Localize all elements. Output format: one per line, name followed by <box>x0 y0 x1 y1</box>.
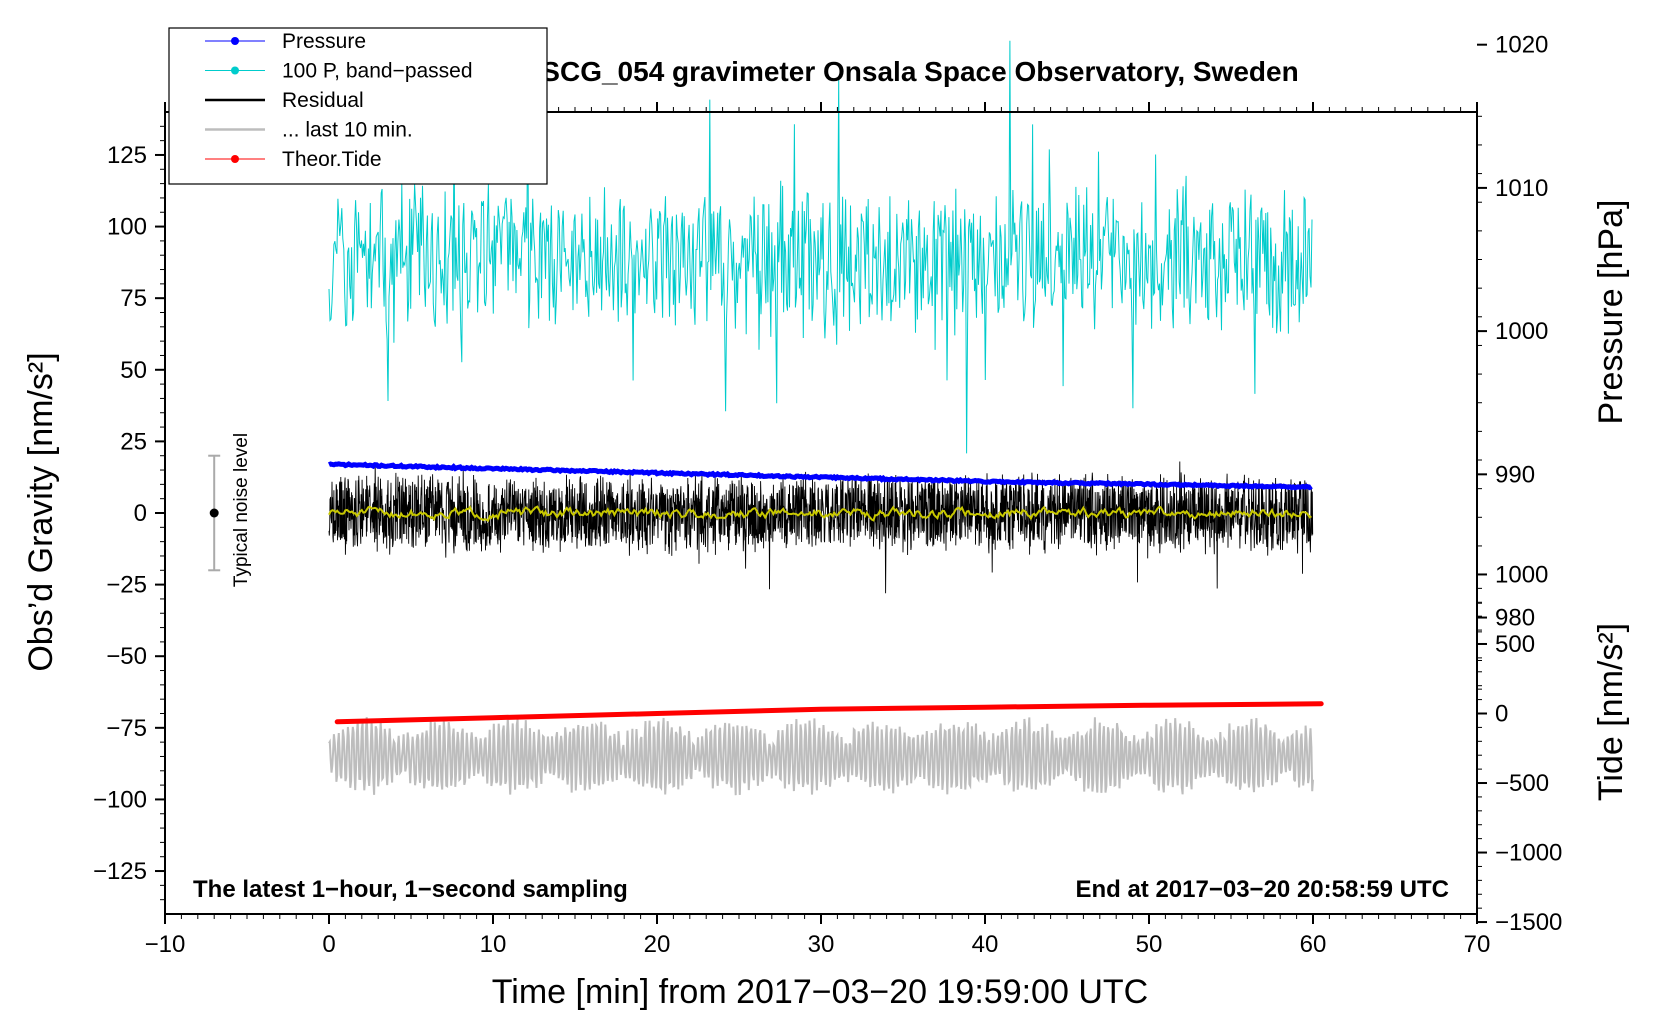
noise-level-center-dot <box>209 508 219 518</box>
y-axis-title-pressure: Pressure [hPa] <box>1592 200 1630 425</box>
y-tick-label: 50 <box>120 357 147 384</box>
legend-label: Residual <box>282 89 364 112</box>
ticks-layer: −10 0 10 20 30 40 50 60 701251007550250−25−50−75… <box>93 32 1562 958</box>
x-tick-label: 0 <box>322 931 335 958</box>
tide-tick-label: −1000 <box>1495 840 1562 867</box>
chart-title: SCG_054 gravimeter Onsala Space Observat… <box>541 56 1298 87</box>
annotation-sampling: The latest 1−hour, 1−second sampling <box>193 876 628 903</box>
legend-marker <box>231 155 239 163</box>
y-tick-label: −25 <box>106 572 147 599</box>
legend-label: Pressure <box>282 30 366 53</box>
y-tick-label: 125 <box>107 142 147 169</box>
pressure-tick-label: 980 <box>1495 605 1535 632</box>
noise-level-indicator: Typical noise level <box>208 433 252 587</box>
pressure-tick-label: 1000 <box>1495 318 1548 345</box>
x-tick-label: 30 <box>808 931 835 958</box>
pressure-tick-label: 1020 <box>1495 32 1548 59</box>
series-last-10-min <box>328 717 1314 796</box>
x-tick-label: 40 <box>972 931 999 958</box>
series-layer <box>327 40 1324 796</box>
legend-marker <box>231 66 239 75</box>
series-residual <box>328 461 1314 594</box>
y-tick-label: −50 <box>106 643 147 670</box>
legend-label: ... last 10 min. <box>282 119 413 142</box>
tide-tick-label: 1000 <box>1495 561 1548 588</box>
series-bandpassed-pressure <box>328 40 1313 454</box>
x-tick-label: 50 <box>1136 931 1163 958</box>
series-theoretical-tide <box>334 701 1324 725</box>
legend: Pressure 100 P, band−passed Residual ... la… <box>168 27 548 185</box>
annotation-end-time: End at 2017−03−20 20:58:59 UTC <box>1075 876 1449 903</box>
x-axis-title: Time [min] from 2017−03−20 19:59:00 UTC <box>492 973 1148 1011</box>
legend-label: 100 P, band−passed <box>282 60 473 83</box>
series-residual-smoothed <box>328 505 1312 523</box>
series-pressure <box>327 461 1313 491</box>
y-tick-label: −75 <box>106 715 147 742</box>
pressure-tick-label: 990 <box>1495 461 1535 488</box>
noise-level-label: Typical noise level <box>231 433 252 587</box>
y-axis-title-gravity: Obs’d Gravity [nm/s²] <box>22 352 60 671</box>
legend-marker <box>231 37 239 45</box>
y-tick-label: 0 <box>134 500 147 527</box>
x-tick-label: 60 <box>1300 931 1327 958</box>
tide-tick-label: 500 <box>1495 631 1535 658</box>
tide-tick-label: −500 <box>1495 770 1549 797</box>
x-tick-label: −10 <box>145 931 186 958</box>
pressure-tick-label: 1010 <box>1495 175 1548 202</box>
y-tick-label: 25 <box>120 428 147 455</box>
x-tick-label: 20 <box>644 931 671 958</box>
y-tick-label: 100 <box>107 214 147 241</box>
y-tick-label: −125 <box>93 858 147 885</box>
y-tick-label: −100 <box>93 786 147 813</box>
x-tick-label: 10 <box>480 931 507 958</box>
y-tick-label: 75 <box>120 285 147 312</box>
tide-tick-label: −1500 <box>1495 909 1562 936</box>
tide-tick-label: 0 <box>1495 701 1508 728</box>
y-axis-title-tide: Tide [nm/s²] <box>1592 623 1630 801</box>
x-tick-label: 70 <box>1464 931 1491 958</box>
legend-label: Theor.Tide <box>282 148 382 171</box>
